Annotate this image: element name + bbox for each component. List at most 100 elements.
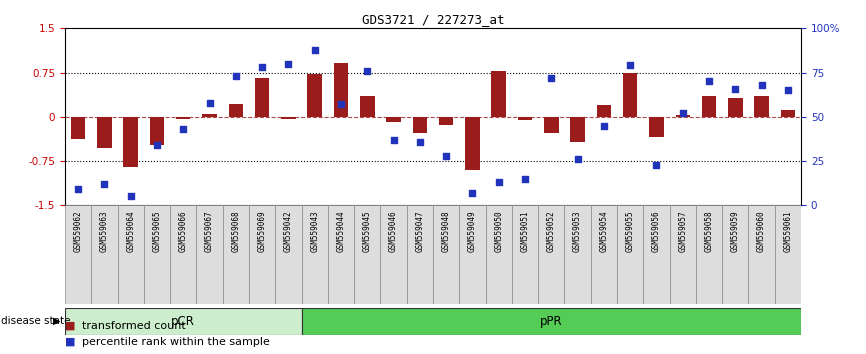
Point	[360, 68, 374, 74]
Point	[571, 156, 585, 162]
Bar	[433, 205, 459, 304]
Bar	[728, 98, 742, 117]
Text: GSM559047: GSM559047	[416, 210, 424, 252]
Point	[150, 142, 164, 148]
Text: GSM559064: GSM559064	[126, 210, 135, 252]
Text: GSM559062: GSM559062	[74, 210, 82, 252]
Bar	[124, 117, 138, 167]
Bar	[229, 104, 243, 117]
Bar	[597, 105, 611, 117]
Point	[728, 86, 742, 91]
Point	[675, 110, 689, 116]
Point	[229, 73, 242, 79]
Bar	[518, 117, 533, 120]
Bar	[97, 117, 112, 148]
Text: GSM559043: GSM559043	[310, 210, 320, 252]
Bar	[571, 117, 585, 142]
Point	[307, 47, 321, 52]
Text: GSM559059: GSM559059	[731, 210, 740, 252]
Text: GSM559054: GSM559054	[599, 210, 609, 252]
Point	[650, 162, 663, 167]
Text: ▶: ▶	[53, 316, 61, 326]
Text: ■: ■	[65, 321, 79, 331]
Point	[386, 137, 400, 143]
Bar	[748, 205, 775, 304]
Bar	[696, 205, 722, 304]
Point	[781, 87, 795, 93]
Text: GSM559046: GSM559046	[389, 210, 398, 252]
Bar	[91, 205, 118, 304]
Bar	[701, 96, 716, 117]
Bar	[223, 205, 249, 304]
Text: ■: ■	[65, 337, 79, 347]
Text: GSM559048: GSM559048	[442, 210, 450, 252]
Bar	[780, 110, 795, 117]
Bar	[249, 205, 275, 304]
Text: GSM559055: GSM559055	[625, 210, 635, 252]
Text: GSM559068: GSM559068	[231, 210, 241, 252]
Text: GSM559045: GSM559045	[363, 210, 372, 252]
Point	[702, 79, 716, 84]
Bar	[333, 63, 348, 117]
Text: disease state: disease state	[1, 316, 70, 326]
Bar	[650, 117, 663, 137]
Bar	[118, 205, 144, 304]
Point	[754, 82, 768, 88]
Bar	[176, 117, 191, 119]
Bar	[203, 114, 216, 117]
Point	[334, 102, 348, 107]
Point	[255, 64, 269, 70]
Bar	[492, 71, 506, 117]
Bar	[170, 205, 197, 304]
Point	[597, 123, 611, 129]
Point	[624, 63, 637, 68]
Text: GSM559065: GSM559065	[152, 210, 161, 252]
Point	[439, 153, 453, 159]
Bar	[465, 117, 480, 170]
Text: GSM559049: GSM559049	[468, 210, 477, 252]
Point	[124, 194, 138, 199]
Bar	[197, 205, 223, 304]
Bar	[643, 205, 669, 304]
Bar	[65, 205, 91, 304]
Bar	[439, 117, 454, 125]
Point	[98, 181, 112, 187]
Point	[518, 176, 532, 182]
Point	[281, 61, 295, 67]
Bar	[775, 205, 801, 304]
Bar	[617, 205, 643, 304]
Text: GSM559042: GSM559042	[284, 210, 293, 252]
Point	[413, 139, 427, 144]
Bar	[675, 115, 690, 117]
Bar	[144, 205, 170, 304]
Point	[492, 179, 506, 185]
Bar	[301, 205, 328, 304]
Text: GSM559066: GSM559066	[178, 210, 188, 252]
Text: GSM559053: GSM559053	[573, 210, 582, 252]
Text: GSM559061: GSM559061	[784, 210, 792, 252]
Text: GSM559052: GSM559052	[546, 210, 556, 252]
Text: transformed count: transformed count	[82, 321, 186, 331]
Point	[177, 126, 191, 132]
Bar	[65, 308, 301, 335]
Bar	[255, 79, 269, 117]
Point	[545, 75, 559, 81]
Point	[71, 187, 85, 192]
Text: GSM559044: GSM559044	[337, 210, 346, 252]
Bar	[459, 205, 486, 304]
Bar	[722, 205, 748, 304]
Bar	[407, 205, 433, 304]
Bar	[623, 73, 637, 117]
Bar	[281, 117, 295, 119]
Text: GSM559060: GSM559060	[757, 210, 766, 252]
Bar	[71, 117, 86, 139]
Text: pPR: pPR	[540, 315, 563, 328]
Bar	[354, 205, 380, 304]
Text: pCR: pCR	[171, 315, 195, 328]
Bar	[486, 205, 512, 304]
Point	[466, 190, 480, 196]
Bar	[386, 117, 401, 121]
Text: GSM559067: GSM559067	[205, 210, 214, 252]
Bar	[380, 205, 407, 304]
Bar	[669, 205, 696, 304]
